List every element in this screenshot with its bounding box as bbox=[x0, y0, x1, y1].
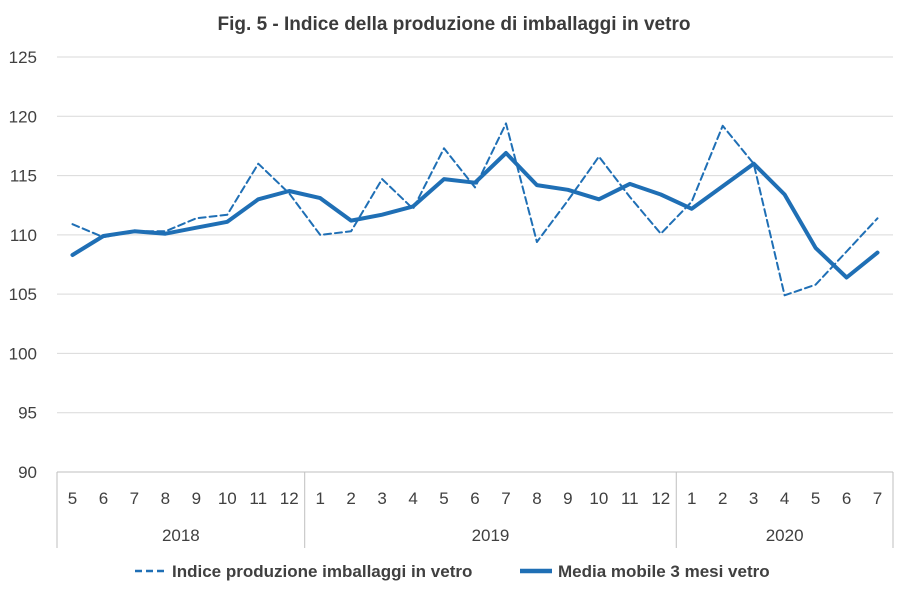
x-tick-label: 4 bbox=[408, 489, 417, 508]
legend-label-media: Media mobile 3 mesi vetro bbox=[558, 562, 770, 581]
y-tick-label: 110 bbox=[10, 226, 37, 245]
x-tick-label: 5 bbox=[439, 489, 448, 508]
x-tick-label: 5 bbox=[68, 489, 77, 508]
series-lines bbox=[70, 122, 880, 297]
x-tick-label: 10 bbox=[218, 489, 237, 508]
x-tick-label: 6 bbox=[470, 489, 479, 508]
x-tick-label: 7 bbox=[130, 489, 139, 508]
x-tick-label: 9 bbox=[192, 489, 201, 508]
x-tick-label: 11 bbox=[621, 489, 639, 508]
y-tick-label: 100 bbox=[9, 344, 37, 363]
gridlines bbox=[57, 56, 893, 414]
x-tick-label: 7 bbox=[873, 489, 882, 508]
series-line-indice bbox=[71, 122, 879, 297]
x-tick-label: 10 bbox=[589, 489, 608, 508]
x-tick-label: 12 bbox=[651, 489, 670, 508]
x-tick-label: 9 bbox=[563, 489, 572, 508]
y-tick-label: 125 bbox=[9, 48, 37, 67]
x-tick-label: 4 bbox=[780, 489, 789, 508]
y-tick-label: 90 bbox=[18, 463, 37, 482]
x-tick-label: 8 bbox=[532, 489, 541, 508]
x-tick-label: 6 bbox=[842, 489, 851, 508]
x-tick-label: 2 bbox=[346, 489, 355, 508]
series-line-media-mobile bbox=[70, 151, 880, 280]
y-tick-label: 105 bbox=[9, 285, 37, 304]
x-tick-label: 11 bbox=[249, 489, 267, 508]
x-tick-label: 8 bbox=[161, 489, 170, 508]
year-label: 2018 bbox=[162, 526, 200, 545]
x-tick-label: 6 bbox=[99, 489, 108, 508]
y-axis-ticks: 125 120 115 110 105 100 95 90 bbox=[9, 48, 37, 482]
y-tick-label: 95 bbox=[18, 404, 37, 423]
x-tick-label: 2 bbox=[718, 489, 727, 508]
y-tick-label: 120 bbox=[9, 107, 37, 126]
legend: Indice produzione imballaggi in vetro Me… bbox=[135, 562, 770, 581]
legend-label-indice: Indice produzione imballaggi in vetro bbox=[172, 562, 472, 581]
y-tick-label: 115 bbox=[10, 167, 37, 186]
year-label: 2019 bbox=[472, 526, 510, 545]
chart-title: Fig. 5 - Indice della produzione di imba… bbox=[218, 14, 691, 35]
x-tick-label: 1 bbox=[315, 489, 324, 508]
year-label: 2020 bbox=[766, 526, 804, 545]
x-tick-label: 5 bbox=[811, 489, 820, 508]
x-tick-label: 3 bbox=[749, 489, 758, 508]
x-tick-label: 1 bbox=[687, 489, 696, 508]
x-tick-label: 3 bbox=[377, 489, 386, 508]
x-tick-label: 7 bbox=[501, 489, 510, 508]
x-tick-label: 12 bbox=[280, 489, 299, 508]
